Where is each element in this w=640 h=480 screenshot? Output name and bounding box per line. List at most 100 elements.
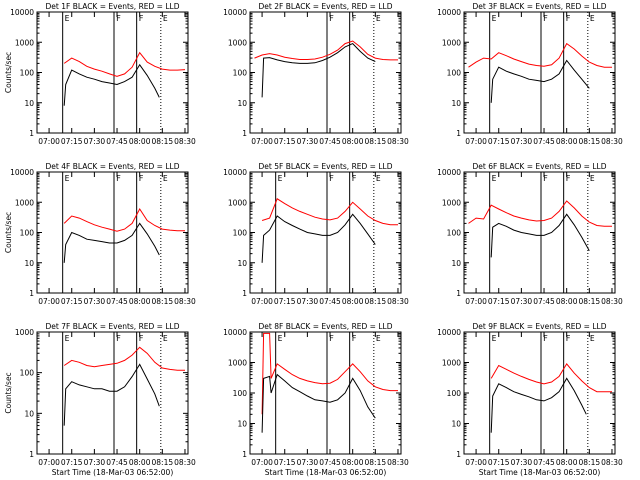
series-line-lld (254, 40, 398, 61)
x-tick-label: 08:00 (129, 458, 151, 467)
x-axis-label: Start Time (18-Mar-03 06:52:00) (479, 468, 601, 477)
y-tick-label: 100 (20, 369, 35, 378)
y-tick-label: 100 (233, 229, 248, 238)
flag-label: F (116, 174, 121, 183)
x-tick-label: 07:30 (511, 297, 533, 306)
x-tick-label: 08:30 (601, 297, 623, 306)
y-tick-label: 10 (237, 259, 247, 268)
y-tick-label: 1000 (228, 198, 247, 207)
x-tick-label: 07:00 (465, 458, 487, 467)
plot-frame (36, 171, 189, 294)
flag-label: E (376, 334, 381, 343)
plot-frame (463, 171, 616, 294)
y-tick-label: 1000 (15, 328, 34, 337)
x-tick-label: 07:15 (488, 297, 510, 306)
y-tick-label: 1 (242, 289, 247, 298)
series-line-lld (261, 332, 398, 415)
series-line-lld (261, 198, 398, 226)
flag-label: E (65, 174, 70, 183)
flag-label: F (543, 174, 548, 183)
x-tick-label: 08:30 (174, 297, 196, 306)
x-tick-label: 08:30 (601, 458, 623, 467)
y-tick-label: 1000 (442, 38, 461, 47)
x-tick-label: 07:45 (106, 137, 128, 146)
x-tick-label: 08:15 (152, 297, 174, 306)
x-tick-label: 07:30 (511, 137, 533, 146)
x-tick-label: 07:45 (106, 458, 128, 467)
y-tick-label: 1 (456, 450, 461, 459)
x-tick-label: 07:00 (38, 458, 60, 467)
panel-title: Det 4F BLACK = Events, RED = LLD (46, 162, 180, 171)
panel-det-7: Det 7F BLACK = Events, RED = LLD 1 10 100 10… (4, 322, 196, 477)
x-tick-label: 08:00 (556, 297, 578, 306)
flag-label: E (376, 14, 381, 23)
y-tick-label: 10 (451, 99, 461, 108)
flag-label: E (163, 174, 168, 183)
x-tick-label: 08:00 (556, 137, 578, 146)
x-tick-label: 07:15 (488, 137, 510, 146)
x-tick-label: 07:45 (106, 297, 128, 306)
y-tick-label: 10000 (223, 328, 247, 337)
flag-label: F (139, 334, 144, 343)
y-tick-label: 10000 (10, 8, 34, 17)
y-tick-label: 10 (237, 99, 247, 108)
x-tick-label: 07:30 (297, 137, 319, 146)
series-line-events (261, 213, 376, 263)
y-tick-label: 10000 (223, 168, 247, 177)
panel-title: Det 8F BLACK = Events, RED = LLD (259, 322, 393, 331)
x-tick-label: 08:15 (579, 297, 601, 306)
panel-det-5: Det 5F BLACK = Events, RED = LLD 1 10 100 10… (223, 162, 409, 306)
plot-frame (249, 171, 402, 294)
flag-label: E (163, 334, 168, 343)
y-tick-label: 10 (451, 420, 461, 429)
flag-label: F (116, 14, 121, 23)
y-tick-label: 100 (20, 69, 35, 78)
flag-label: F (543, 14, 548, 23)
panel-title: Det 9F BLACK = Events, RED = LLD (473, 322, 607, 331)
y-tick-label: 10 (237, 420, 247, 429)
x-tick-label: 07:45 (319, 458, 341, 467)
x-tick-label: 07:15 (274, 137, 296, 146)
y-tick-label: 1 (29, 129, 34, 138)
x-tick-label: 07:30 (84, 137, 106, 146)
y-tick-label: 10000 (223, 8, 247, 17)
x-tick-label: 07:15 (488, 458, 510, 467)
x-tick-label: 08:00 (342, 458, 364, 467)
flag-label: E (590, 14, 595, 23)
series-line-events (490, 59, 590, 103)
series-line-lld (63, 208, 185, 232)
plot-frame (36, 331, 189, 455)
y-tick-label: 100 (20, 229, 35, 238)
series-line-lld (490, 363, 612, 393)
y-axis-label: Counts/sec (4, 212, 13, 253)
panel-title: Det 6F BLACK = Events, RED = LLD (473, 162, 607, 171)
x-tick-label: 08:30 (387, 137, 409, 146)
y-tick-label: 100 (233, 69, 248, 78)
x-tick-label: 08:00 (342, 297, 364, 306)
y-tick-label: 10000 (437, 168, 461, 177)
y-tick-label: 1000 (228, 359, 247, 368)
plot-frame (463, 11, 616, 134)
flag-label: F (352, 14, 357, 23)
flag-label: F (139, 14, 144, 23)
x-tick-label: 08:30 (387, 297, 409, 306)
flag-label: F (329, 174, 334, 183)
panel-title: Det 2F BLACK = Events, RED = LLD (259, 2, 393, 11)
flag-label: E (492, 14, 497, 23)
flag-label: E (590, 174, 595, 183)
x-tick-label: 08:15 (152, 137, 174, 146)
x-tick-label: 07:45 (319, 137, 341, 146)
series-line-events (490, 213, 590, 258)
flag-label: E (590, 334, 595, 343)
x-tick-label: 08:30 (174, 137, 196, 146)
flag-label: F (543, 334, 548, 343)
panel-det-9: Det 9F BLACK = Events, RED = LLD 1 10 100 10… (437, 322, 623, 477)
series-line-events (261, 43, 376, 98)
y-tick-label: 1000 (15, 198, 34, 207)
y-tick-label: 1 (456, 289, 461, 298)
x-tick-label: 08:00 (342, 137, 364, 146)
x-tick-label: 07:45 (319, 297, 341, 306)
panel-title: Det 1F BLACK = Events, RED = LLD (46, 2, 180, 11)
x-tick-label: 08:30 (174, 458, 196, 467)
